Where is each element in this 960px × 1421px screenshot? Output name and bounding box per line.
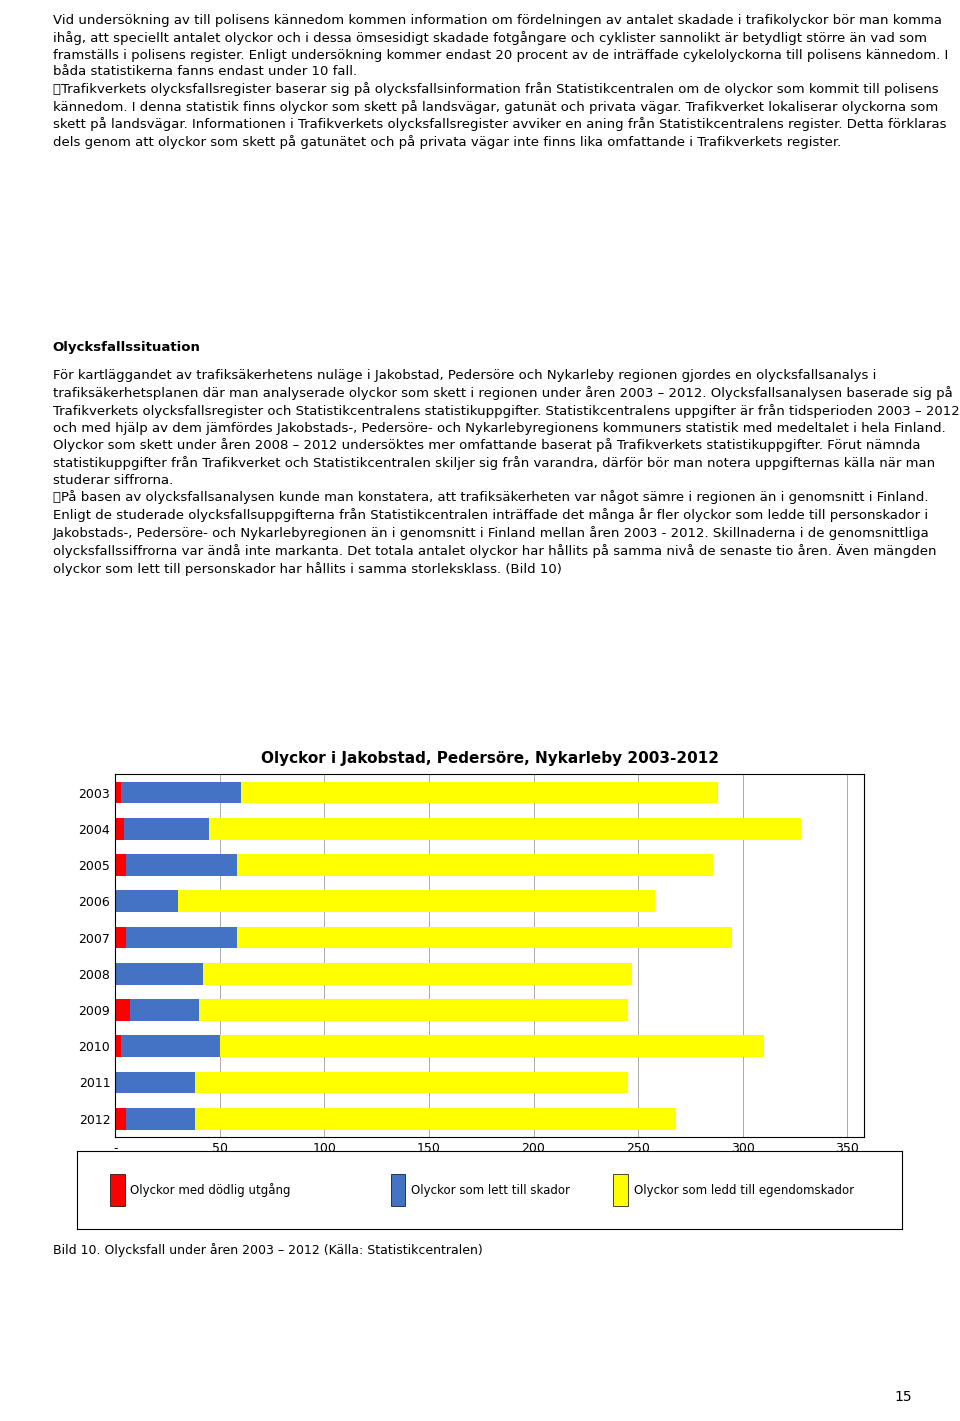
Bar [124, 818, 209, 840]
Bar [115, 963, 204, 985]
Bar [115, 818, 124, 840]
Title: Olyckor i Jakobstad, Pedersöre, Nykarleby 2003-2012: Olyckor i Jakobstad, Pedersöre, Nykarleb… [260, 752, 719, 766]
Bar [109, 1174, 125, 1205]
Bar [115, 854, 126, 875]
Bar [115, 782, 122, 803]
Bar [126, 854, 236, 875]
Text: Bild 10. Olycksfall under åren 2003 – 2012 (Källa: Statistikcentralen): Bild 10. Olycksfall under åren 2003 – 20… [53, 1243, 483, 1258]
Bar [236, 854, 713, 875]
Bar [126, 1108, 195, 1130]
Bar [178, 891, 655, 912]
Text: Olycksfallssituation: Olycksfallssituation [53, 341, 201, 354]
Bar [209, 818, 802, 840]
Bar [204, 963, 632, 985]
Bar [195, 1108, 676, 1130]
Bar [115, 891, 178, 912]
Bar [115, 926, 126, 948]
Bar [220, 1036, 763, 1057]
Text: Olyckor som lett till skador: Olyckor som lett till skador [411, 1184, 570, 1196]
Bar [122, 1036, 220, 1057]
Text: Vid undersökning av till polisens kännedom kommen information om fördelningen av: Vid undersökning av till polisens känned… [53, 14, 948, 149]
Bar [115, 1036, 122, 1057]
Bar [195, 1071, 628, 1093]
Bar [115, 1108, 126, 1130]
Text: Olyckor som ledd till egendomskador: Olyckor som ledd till egendomskador [635, 1184, 854, 1196]
Bar [115, 999, 130, 1020]
Bar [391, 1174, 405, 1205]
Text: För kartläggandet av trafiksäkerhetens nuläge i Jakobstad, Pedersöre och Nykarle: För kartläggandet av trafiksäkerhetens n… [53, 369, 960, 576]
Text: 15: 15 [895, 1390, 912, 1404]
Bar [241, 782, 717, 803]
Bar [126, 926, 236, 948]
Bar [122, 782, 241, 803]
Bar [199, 999, 628, 1020]
Bar [236, 926, 732, 948]
Text: Olyckor med dödlig utgång: Olyckor med dödlig utgång [131, 1184, 291, 1196]
Bar [115, 1071, 195, 1093]
Bar [613, 1174, 628, 1205]
Bar [130, 999, 199, 1020]
